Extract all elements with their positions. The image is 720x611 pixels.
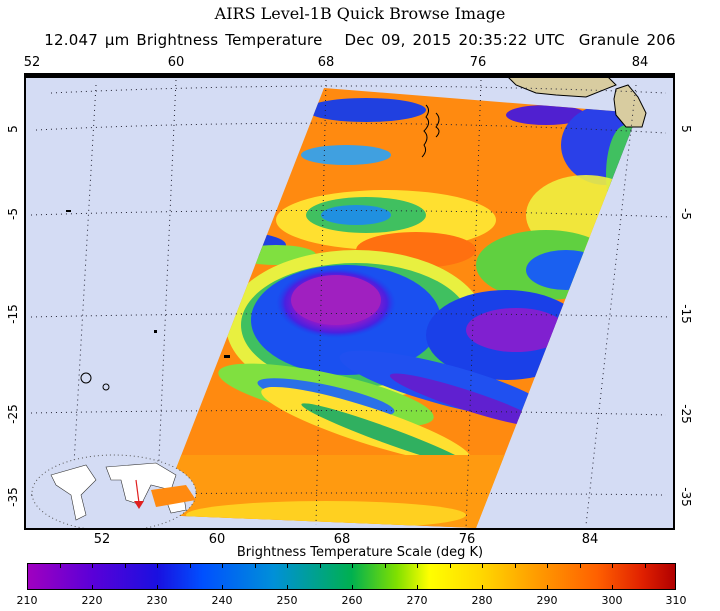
colorbar-label: 250 — [276, 594, 298, 607]
land-india — [505, 75, 617, 98]
lat-tick-right: -5 — [679, 208, 693, 220]
island — [224, 355, 230, 358]
lon-tick-bottom: 76 — [458, 532, 476, 547]
colorbar-label: 270 — [406, 594, 428, 607]
lon-tick-top: 76 — [469, 55, 487, 70]
lon-tick-top: 60 — [167, 55, 185, 70]
frame-top-edge — [26, 75, 673, 78]
land-sri-lanka — [613, 84, 647, 128]
graticule — [30, 79, 672, 528]
land-maldives — [421, 104, 440, 158]
colorbar-title: Brightness Temperature Scale (deg K) — [236, 545, 484, 560]
colorbar — [27, 563, 676, 590]
inset-world-map — [31, 454, 197, 528]
colorbar-label: 290 — [536, 594, 558, 607]
lon-tick-bottom: 52 — [93, 532, 111, 547]
island — [102, 383, 110, 391]
island-madagascar-edge — [80, 372, 92, 384]
granule-label: Granule 206 — [578, 31, 676, 49]
brightness-temperature-map — [30, 75, 672, 528]
colorbar-label: 230 — [146, 594, 168, 607]
map-frame — [24, 73, 675, 530]
lat-tick-right: -15 — [679, 304, 693, 324]
lat-tick-right: 5 — [679, 125, 693, 133]
colorbar-label: 300 — [601, 594, 623, 607]
island — [66, 210, 71, 212]
datetime-label: Dec 09, 2015 20:35:22 UTC — [344, 31, 565, 49]
lon-tick-bottom: 60 — [208, 532, 226, 547]
lat-tick-left: -25 — [6, 404, 20, 424]
lon-tick-top: 68 — [317, 55, 335, 70]
chart-title: AIRS Level-1B Quick Browse Image — [214, 4, 506, 23]
lon-tick-bottom: 84 — [581, 532, 599, 547]
island — [154, 330, 157, 333]
colorbar-label: 310 — [665, 594, 687, 607]
inset-arrow-icon — [135, 479, 140, 504]
lat-tick-left: -35 — [6, 487, 20, 507]
colorbar-label: 220 — [81, 594, 103, 607]
colorbar-label: 240 — [211, 594, 233, 607]
colorbar-label: 280 — [471, 594, 493, 607]
lat-tick-left: 5 — [6, 125, 20, 133]
colorbar-label: 260 — [341, 594, 363, 607]
lon-tick-top: 84 — [631, 55, 649, 70]
wavelength-label: 12.047 µm Brightness Temperature — [44, 31, 323, 49]
lon-tick-top: 52 — [23, 55, 41, 70]
chart-subtitle: 12.047 µm Brightness Temperature Dec 09, … — [0, 31, 720, 49]
lat-tick-right: -35 — [679, 487, 693, 507]
colorbar-label: 210 — [16, 594, 38, 607]
lat-tick-left: -15 — [6, 304, 20, 324]
lat-tick-right: -25 — [679, 404, 693, 424]
lat-tick-left: -5 — [6, 208, 20, 220]
lon-tick-bottom: 68 — [333, 532, 351, 547]
